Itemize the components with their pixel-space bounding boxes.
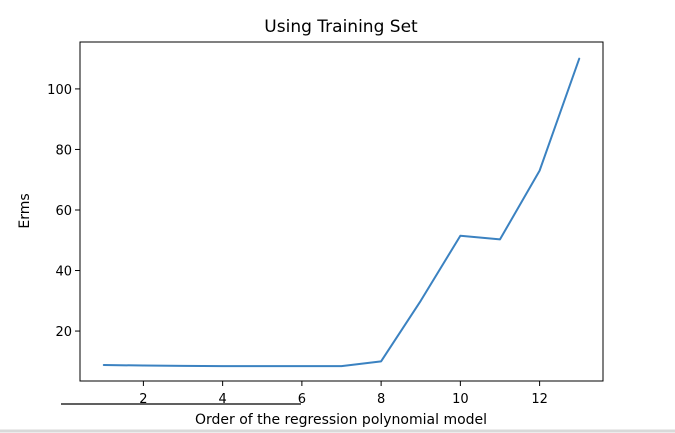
- y-tick-label: 20: [55, 325, 72, 340]
- x-tick-label: 2: [139, 392, 147, 407]
- plot-frame: [79, 41, 604, 382]
- chart-title: Using Training Set: [264, 17, 418, 37]
- x-tick-label: 12: [531, 392, 548, 407]
- series-line: [102, 57, 581, 368]
- y-tick-label: 100: [47, 83, 72, 98]
- x-tick-label: 8: [377, 392, 385, 407]
- x-tick-label: 6: [298, 392, 306, 407]
- series-layer: [102, 57, 581, 368]
- x-axis-label: Order of the regression polynomial model: [195, 412, 487, 428]
- x-tick-label: 10: [452, 392, 469, 407]
- y-tick-label: 80: [55, 143, 72, 158]
- x-tick-label: 4: [218, 392, 226, 407]
- y-axis: 20 40 60 80 100: [47, 83, 80, 340]
- y-tick-label: 40: [55, 265, 72, 280]
- y-tick-label: 60: [55, 204, 72, 219]
- y-axis-label: Erms: [17, 193, 33, 228]
- x-axis: 2 4 6 8 10 12: [139, 381, 548, 407]
